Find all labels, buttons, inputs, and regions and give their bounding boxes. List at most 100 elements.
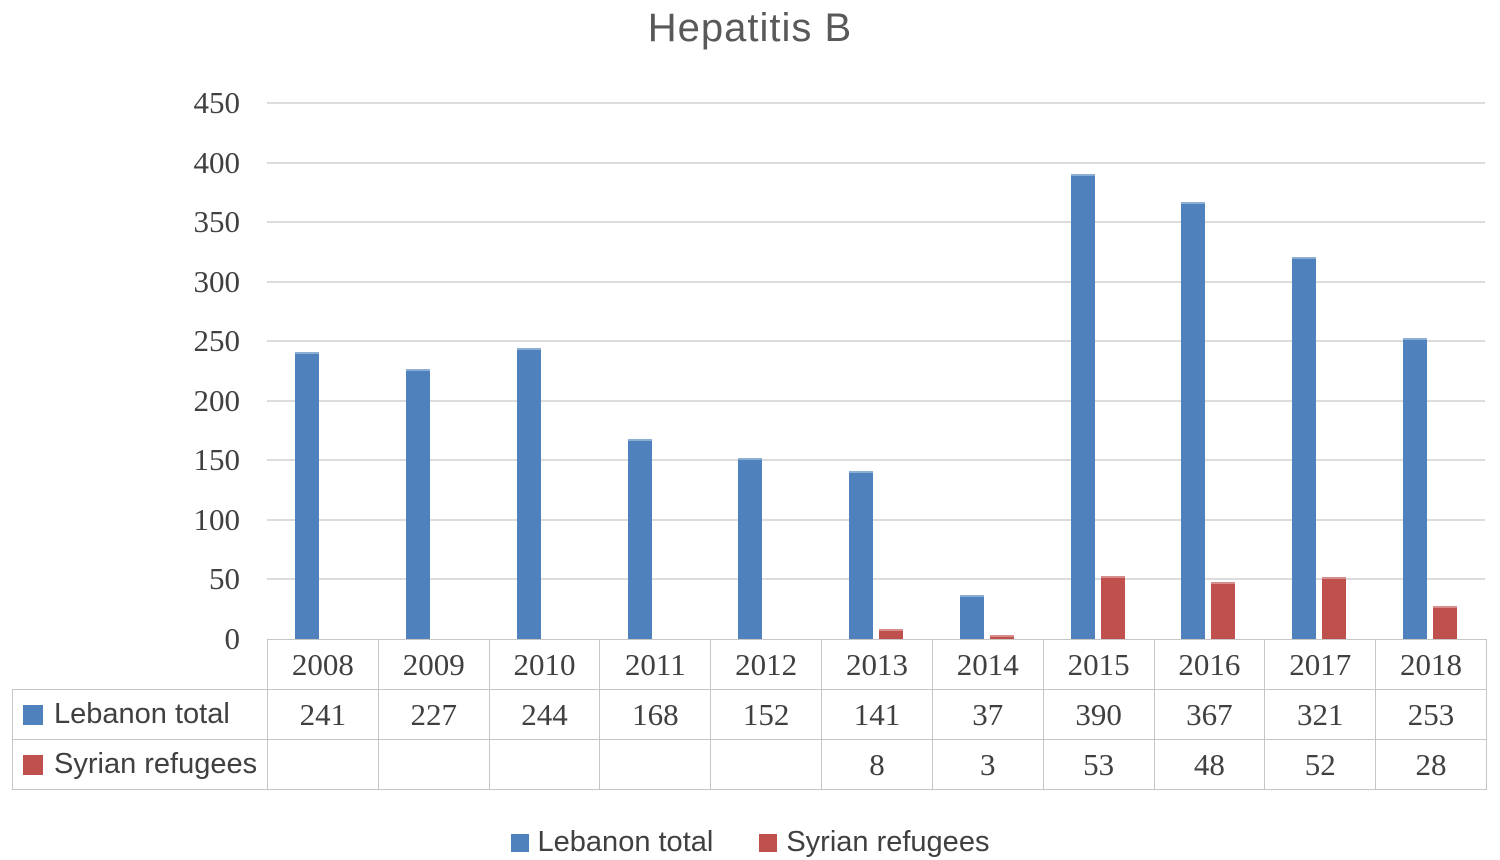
- legend-swatch-lebanon-total-icon: [510, 833, 529, 852]
- table-cell-syrian-refugees-2010: [488, 739, 601, 790]
- legend-item-syrian-refugees: Syrian refugees: [759, 826, 989, 859]
- table-cell-lebanon-total-2018: 253: [1375, 689, 1487, 740]
- bar-lebanon-total-2013: [849, 471, 874, 639]
- chart-title: Hepatitis B: [647, 6, 853, 50]
- table-row-lebanon-total: Lebanon total 241 227 244 168 152 141 37 390 367 3…: [12, 689, 1487, 740]
- table-row-syrian-refugees: Syrian refugees 8 3 53 48 52 28: [12, 739, 1487, 790]
- bar-group-2014: [931, 103, 1042, 639]
- gridline: [267, 280, 1485, 283]
- table-cell-syrian-refugees-2016: 48: [1153, 739, 1266, 790]
- bar-lebanon-total-2010: [516, 348, 541, 639]
- bar-lebanon-total-2011: [627, 438, 652, 639]
- bar-lebanon-total-2016: [1181, 201, 1206, 639]
- bar-lebanon-total-2012: [738, 457, 763, 639]
- legend: Lebanon total Syrian refugees: [0, 826, 1500, 859]
- table-row-label-lebanon-total: Lebanon total: [12, 689, 268, 740]
- table-header-year-2011: 2011: [599, 639, 712, 690]
- legend-label-lebanon-total: Lebanon total: [537, 826, 714, 858]
- bar-group-2010: [488, 103, 599, 639]
- table-header-year-2018: 2018: [1375, 639, 1487, 690]
- y-axis-tick-label: 300: [193, 263, 241, 299]
- legend-item-lebanon-total: Lebanon total: [510, 826, 714, 859]
- gridline: [267, 399, 1485, 402]
- gridline: [267, 459, 1485, 462]
- series-name-label: Syrian refugees: [54, 748, 258, 780]
- gridline: [267, 161, 1485, 164]
- legend-key-lebanon-total-icon: [23, 705, 43, 725]
- table-row-years: 2008 2009 2010 2011 2012 2013 2014 2015 2016 2017…: [13, 639, 1487, 690]
- bar-syrian-refugees-2018: [1432, 605, 1457, 639]
- y-axis-tick-label: 50: [209, 561, 240, 597]
- table-cell-lebanon-total-2013: 141: [821, 689, 933, 740]
- legend-label-syrian-refugees: Syrian refugees: [786, 826, 990, 858]
- table-cell-lebanon-total-2010: 244: [488, 689, 601, 740]
- table-cell-lebanon-total-2012: 152: [710, 689, 823, 740]
- y-axis-tick-label: 250: [193, 323, 241, 359]
- table-header-year-2013: 2013: [821, 639, 933, 690]
- table-cell-syrian-refugees-2015: 53: [1042, 739, 1155, 790]
- bar-lebanon-total-2008: [295, 351, 320, 639]
- bar-lebanon-total-2014: [959, 594, 984, 639]
- bar-syrian-refugees-2013: [879, 629, 904, 639]
- legend-key-syrian-refugees-icon: [23, 755, 43, 775]
- bar-group-2018: [1374, 103, 1485, 639]
- table-header-year-2014: 2014: [931, 639, 1044, 690]
- table-cell-syrian-refugees-2014: 3: [931, 739, 1044, 790]
- table-cell-syrian-refugees-2012: [710, 739, 823, 790]
- bars-layer: [267, 103, 1485, 639]
- table-cell-lebanon-total-2017: 321: [1264, 689, 1377, 740]
- table-cell-lebanon-total-2011: 168: [599, 689, 712, 740]
- bar-group-2016: [1153, 103, 1264, 639]
- table-cell-syrian-refugees-2009: [377, 739, 490, 790]
- y-axis-tick-label: 350: [193, 204, 241, 240]
- y-axis-tick-label: 150: [193, 442, 241, 478]
- bar-group-2015: [1042, 103, 1153, 639]
- bar-syrian-refugees-2016: [1211, 581, 1236, 639]
- table-cell-syrian-refugees-2017: 52: [1264, 739, 1377, 790]
- table-cell-lebanon-total-2016: 367: [1153, 689, 1266, 740]
- bar-group-2009: [378, 103, 489, 639]
- bar-group-2008: [267, 103, 378, 639]
- bar-group-2011: [599, 103, 710, 639]
- y-axis-tick-label: 450: [193, 85, 241, 120]
- gridline: [267, 518, 1485, 521]
- table-header-year-2017: 2017: [1264, 639, 1377, 690]
- bar-lebanon-total-2017: [1291, 256, 1316, 639]
- bar-lebanon-total-2009: [406, 368, 431, 639]
- gridline: [267, 221, 1485, 224]
- table-cell-syrian-refugees-2008: [267, 739, 379, 790]
- legend-swatch-syrian-refugees-icon: [759, 833, 778, 852]
- table-cell-lebanon-total-2008: 241: [267, 689, 379, 740]
- table-header-year-2012: 2012: [710, 639, 823, 690]
- bar-lebanon-total-2018: [1402, 337, 1427, 639]
- y-axis-tick-label: 100: [193, 501, 241, 537]
- table-header-year-2015: 2015: [1042, 639, 1155, 690]
- gridline: [267, 340, 1485, 343]
- bar-syrian-refugees-2014: [989, 635, 1014, 639]
- bar-syrian-refugees-2015: [1100, 575, 1125, 639]
- gridline: [267, 578, 1485, 581]
- bar-lebanon-total-2015: [1070, 174, 1095, 639]
- table-header-year-2008: 2008: [267, 639, 379, 690]
- table-cell-syrian-refugees-2011: [599, 739, 712, 790]
- data-table: 2008 2009 2010 2011 2012 2013 2014 2015 2016 2017…: [12, 639, 1487, 790]
- series-name-label: Lebanon total: [54, 698, 230, 730]
- table-header-year-2009: 2009: [377, 639, 490, 690]
- table-cell-syrian-refugees-2018: 28: [1375, 739, 1487, 790]
- table-row-label-syrian-refugees: Syrian refugees: [12, 739, 268, 790]
- y-axis-tick-label: 400: [193, 144, 241, 180]
- y-axis-tick-label: 0: [224, 621, 241, 656]
- table-cell-lebanon-total-2015: 390: [1042, 689, 1155, 740]
- plot-area: [267, 102, 1485, 639]
- table-header-year-2016: 2016: [1153, 639, 1266, 690]
- table-cell-syrian-refugees-2013: 8: [821, 739, 933, 790]
- gridline: [267, 102, 1485, 104]
- table-header-year-2010: 2010: [488, 639, 601, 690]
- bar-group-2017: [1264, 103, 1375, 639]
- table-cell-lebanon-total-2014: 37: [931, 689, 1044, 740]
- bar-group-2012: [710, 103, 821, 639]
- table-cell-lebanon-total-2009: 227: [377, 689, 490, 740]
- bar-group-2013: [821, 103, 932, 639]
- bar-syrian-refugees-2017: [1321, 577, 1346, 639]
